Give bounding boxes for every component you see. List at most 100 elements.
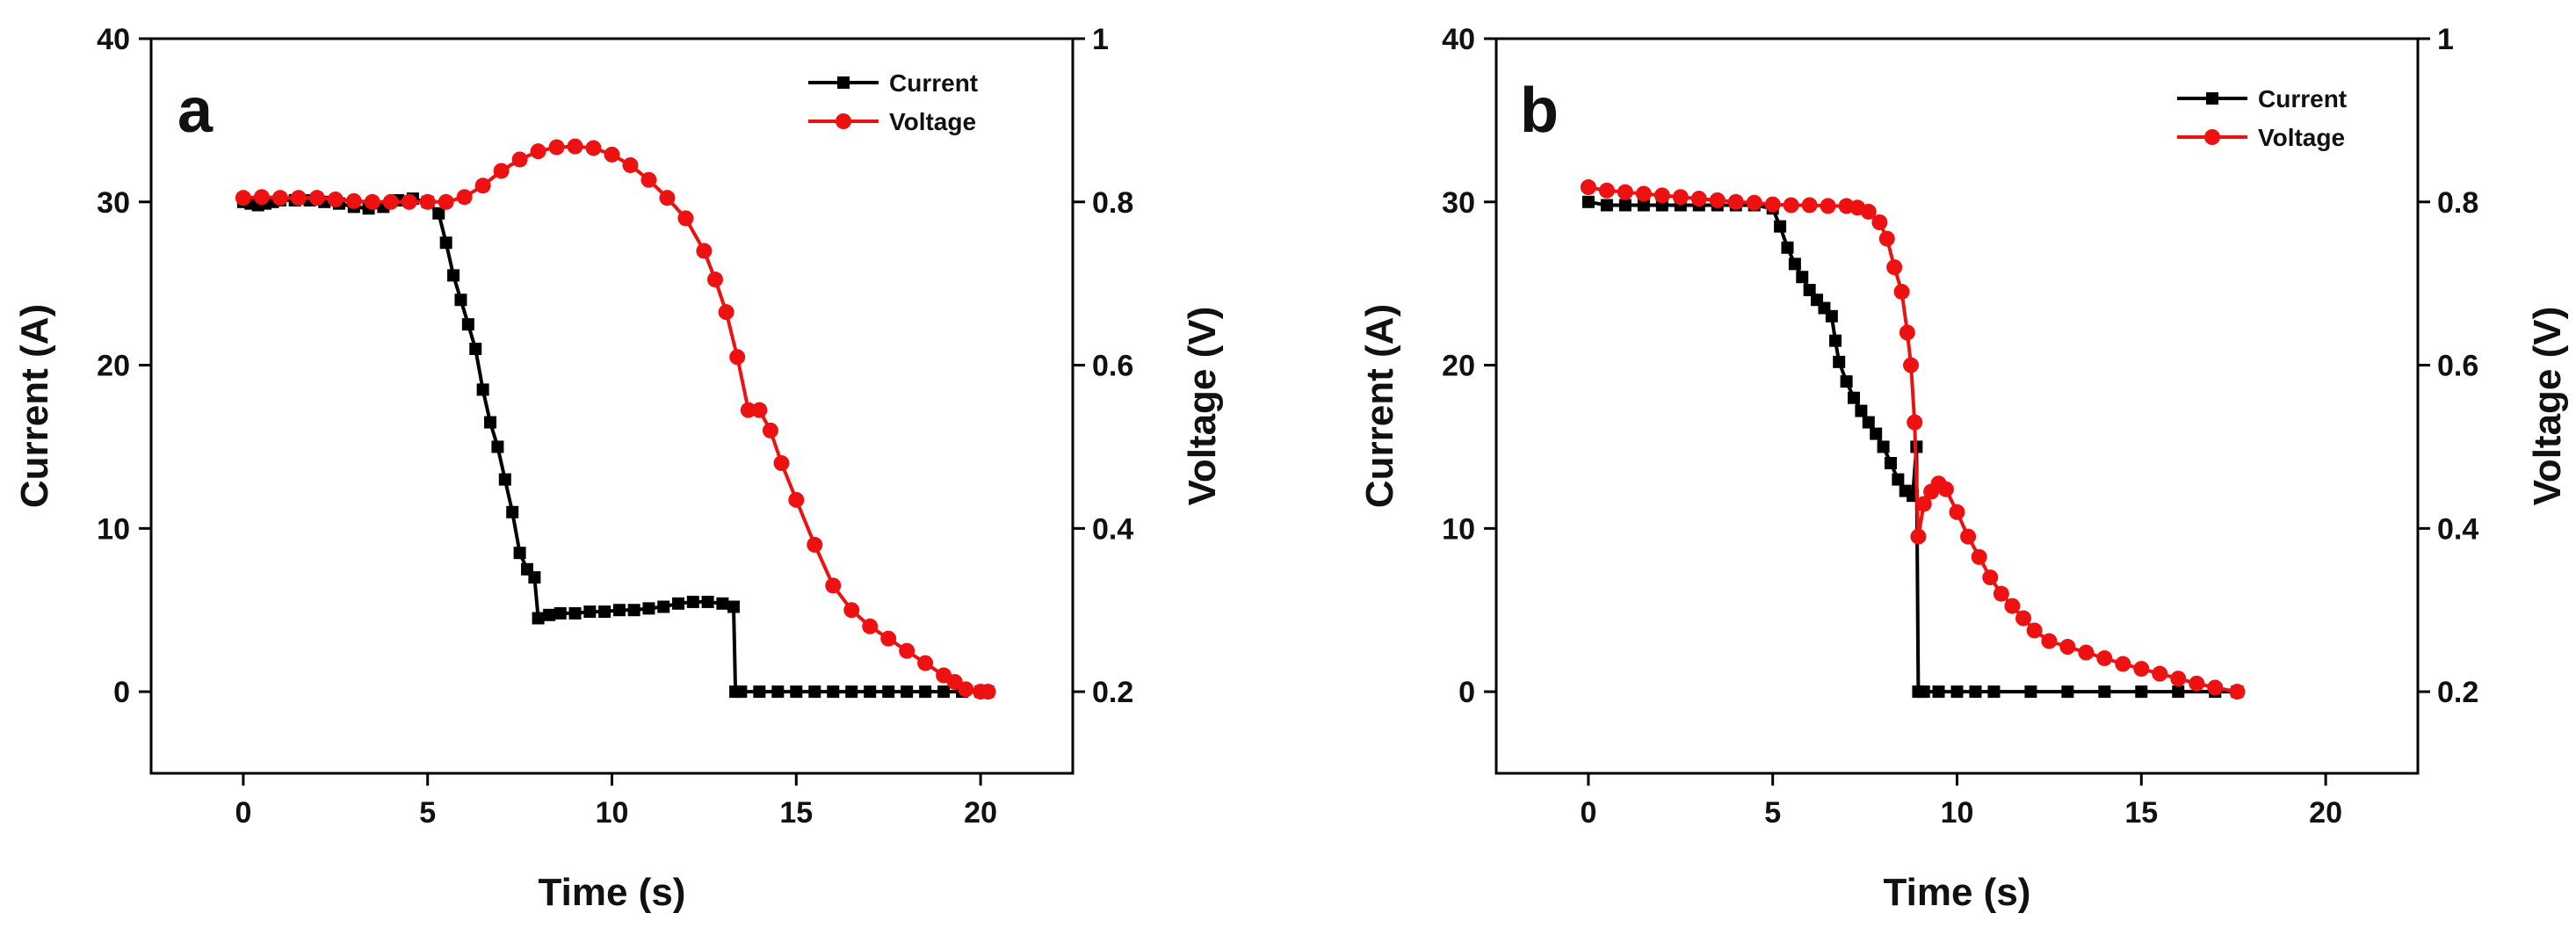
data-point xyxy=(2172,685,2185,699)
data-point xyxy=(1618,199,1632,212)
y-left-tick-label: 0 xyxy=(1458,676,1475,709)
data-point xyxy=(1746,194,1762,211)
data-point xyxy=(1803,284,1816,297)
data-point xyxy=(753,685,766,699)
data-point xyxy=(880,630,897,647)
y-left-tick-label: 40 xyxy=(1442,23,1475,56)
data-point xyxy=(1637,199,1650,212)
data-point xyxy=(530,143,546,160)
data-point xyxy=(1690,191,1707,207)
y-right-tick-label: 0.2 xyxy=(2437,676,2478,709)
data-point xyxy=(498,473,511,486)
data-point xyxy=(790,685,803,699)
x-tick-label: 15 xyxy=(2124,796,2158,830)
data-point xyxy=(491,440,504,453)
data-point xyxy=(919,685,932,699)
data-point xyxy=(1903,357,1920,373)
legend-marker xyxy=(837,76,850,89)
data-point xyxy=(1783,197,1799,214)
data-point xyxy=(1949,504,1965,520)
data-point xyxy=(511,151,528,168)
series-current xyxy=(236,192,995,699)
panel-letter: b xyxy=(1520,76,1559,146)
data-point xyxy=(419,193,436,210)
data-point xyxy=(845,685,858,699)
data-point xyxy=(439,236,452,250)
data-point xyxy=(843,602,860,619)
data-point xyxy=(1987,685,2001,699)
data-point xyxy=(1764,196,1781,213)
y-left-tick-label: 20 xyxy=(1442,350,1475,383)
data-point xyxy=(734,685,748,699)
data-point xyxy=(640,171,657,188)
y-left-tick-label: 20 xyxy=(97,350,130,383)
data-point xyxy=(1672,189,1689,206)
data-point xyxy=(2015,610,2032,627)
data-point xyxy=(469,342,482,355)
legend-label: Current xyxy=(889,69,978,97)
data-point xyxy=(1825,309,1838,323)
data-point xyxy=(1781,241,1794,254)
data-point xyxy=(642,602,655,615)
data-point xyxy=(474,178,491,194)
data-point xyxy=(1878,230,1895,247)
data-point xyxy=(622,156,639,173)
data-point xyxy=(1937,481,1954,497)
y-right-tick-label: 0.4 xyxy=(1092,512,1133,546)
data-point xyxy=(2096,650,2113,667)
data-point xyxy=(432,207,445,220)
x-tick-label: 0 xyxy=(1580,796,1596,830)
data-point xyxy=(554,606,567,620)
data-point xyxy=(729,349,746,366)
data-point xyxy=(1653,187,1670,204)
y-left-tick-label: 0 xyxy=(113,676,130,709)
x-tick-label: 10 xyxy=(1941,796,1974,830)
data-point xyxy=(2041,633,2058,649)
legend-marker xyxy=(836,113,851,129)
data-point xyxy=(901,685,914,699)
data-point xyxy=(1788,257,1801,271)
y-right-tick-label: 0.6 xyxy=(2437,350,2478,383)
data-point xyxy=(484,416,497,429)
data-point xyxy=(532,612,545,625)
y-right-tick-label: 1 xyxy=(1092,23,1109,56)
data-point xyxy=(493,163,510,179)
data-point xyxy=(1870,427,1883,440)
data-point xyxy=(899,642,915,659)
y-left-tick-label: 40 xyxy=(97,23,130,56)
data-point xyxy=(686,595,699,608)
data-point xyxy=(1862,416,1875,429)
data-point xyxy=(1899,324,1915,341)
x-tick-label: 5 xyxy=(1764,796,1781,830)
data-point xyxy=(1960,528,1977,545)
data-point xyxy=(543,608,556,621)
data-point xyxy=(862,618,879,634)
data-point xyxy=(2135,685,2148,699)
x-tick-label: 15 xyxy=(779,796,813,830)
data-point xyxy=(1598,182,1615,199)
data-point xyxy=(2229,684,2246,700)
data-point xyxy=(808,685,821,699)
data-point xyxy=(807,536,823,553)
data-point xyxy=(771,685,785,699)
data-point xyxy=(701,595,714,608)
data-point xyxy=(917,655,934,671)
data-point xyxy=(528,571,541,584)
data-point xyxy=(980,684,996,700)
data-point xyxy=(677,210,694,227)
data-point xyxy=(1600,199,1613,212)
data-point xyxy=(612,604,626,617)
data-point xyxy=(1801,197,1818,214)
data-point xyxy=(253,189,270,206)
chart-panel-a: 0 5 10 15 20 0 10 20 30 40 0.2 0.4 0.6 0.8 1 Time (s) Cu… xyxy=(13,23,1224,914)
data-point xyxy=(2078,644,2095,661)
legend-label: Voltage xyxy=(2258,124,2345,151)
data-point xyxy=(1617,184,1633,200)
data-point xyxy=(401,193,417,210)
data-point xyxy=(271,190,288,207)
data-point xyxy=(2098,685,2111,699)
data-point xyxy=(718,304,734,321)
data-point xyxy=(1796,271,1809,284)
y-left-tick-label: 10 xyxy=(97,512,130,546)
